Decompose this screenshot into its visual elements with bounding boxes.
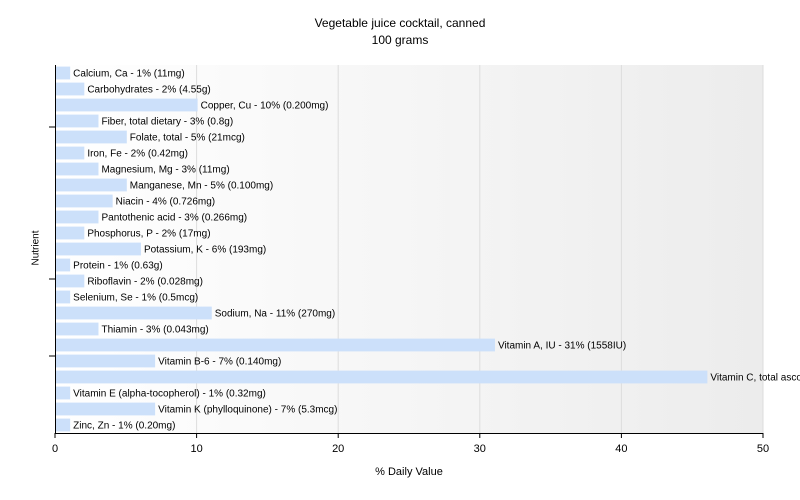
bar	[56, 82, 85, 96]
bar-label: Copper, Cu - 10% (0.200mg)	[201, 101, 329, 112]
bar-label: Calcium, Ca - 1% (11mg)	[73, 69, 185, 80]
bar-label: Thiamin - 3% (0.043mg)	[101, 325, 208, 336]
bar-label: Vitamin B-6 - 7% (0.140mg)	[158, 357, 281, 368]
bar-label: Sodium, Na - 11% (270mg)	[215, 309, 335, 320]
x-tick-label: 20	[332, 443, 344, 455]
bar	[56, 226, 85, 240]
bar	[56, 322, 99, 336]
x-tick-label: 30	[474, 443, 486, 455]
bar-label: Vitamin C, total ascorbic acid - 46% (27…	[710, 373, 800, 384]
bar	[56, 98, 198, 112]
bar	[56, 370, 708, 384]
bar	[56, 402, 156, 416]
bar-label: Protein - 1% (0.63g)	[73, 261, 163, 272]
x-tick-label: 0	[52, 443, 58, 455]
bar	[56, 114, 99, 128]
bar	[56, 338, 495, 352]
bar	[56, 386, 71, 400]
bar	[56, 194, 113, 208]
bar-label: Manganese, Mn - 5% (0.100mg)	[130, 181, 273, 192]
chart-subtitle: 100 grams	[371, 33, 429, 47]
bar-label: Zinc, Zn - 1% (0.20mg)	[73, 421, 175, 432]
bar-label: Vitamin K (phylloquinone) - 7% (5.3mcg)	[158, 405, 337, 416]
x-axis-label: % Daily Value	[375, 466, 443, 478]
bar	[56, 162, 99, 176]
bar	[56, 210, 99, 224]
bar-label: Potassium, K - 6% (193mg)	[144, 245, 266, 256]
bar	[56, 418, 71, 432]
bar	[56, 258, 71, 272]
bar	[56, 290, 71, 304]
bar	[56, 66, 71, 80]
bar	[56, 242, 141, 256]
bar-label: Selenium, Se - 1% (0.5mcg)	[73, 293, 198, 304]
x-tick-label: 50	[757, 443, 769, 455]
x-tick-label: 10	[190, 443, 202, 455]
bar-label: Carbohydrates - 2% (4.55g)	[87, 85, 210, 96]
bar-label: Folate, total - 5% (21mcg)	[130, 133, 245, 144]
bar	[56, 354, 156, 368]
bar-label: Fiber, total dietary - 3% (0.8g)	[101, 117, 233, 128]
bar-label: Magnesium, Mg - 3% (11mg)	[101, 165, 229, 176]
bar	[56, 274, 85, 288]
bar-label: Riboflavin - 2% (0.028mg)	[87, 277, 203, 288]
bar-label: Niacin - 4% (0.726mg)	[116, 197, 215, 208]
bar	[56, 130, 127, 144]
bar-label: Vitamin A, IU - 31% (1558IU)	[498, 341, 626, 352]
bar-label: Pantothenic acid - 3% (0.266mg)	[101, 213, 247, 224]
bar-label: Iron, Fe - 2% (0.42mg)	[87, 149, 188, 160]
chart-title: Vegetable juice cocktail, canned	[314, 16, 486, 30]
bar-label: Vitamin E (alpha-tocopherol) - 1% (0.32m…	[73, 389, 266, 400]
x-tick-label: 40	[615, 443, 627, 455]
bar	[56, 146, 85, 160]
bar-label: Phosphorus, P - 2% (17mg)	[87, 229, 210, 240]
bar	[56, 178, 127, 192]
bar	[56, 306, 212, 320]
